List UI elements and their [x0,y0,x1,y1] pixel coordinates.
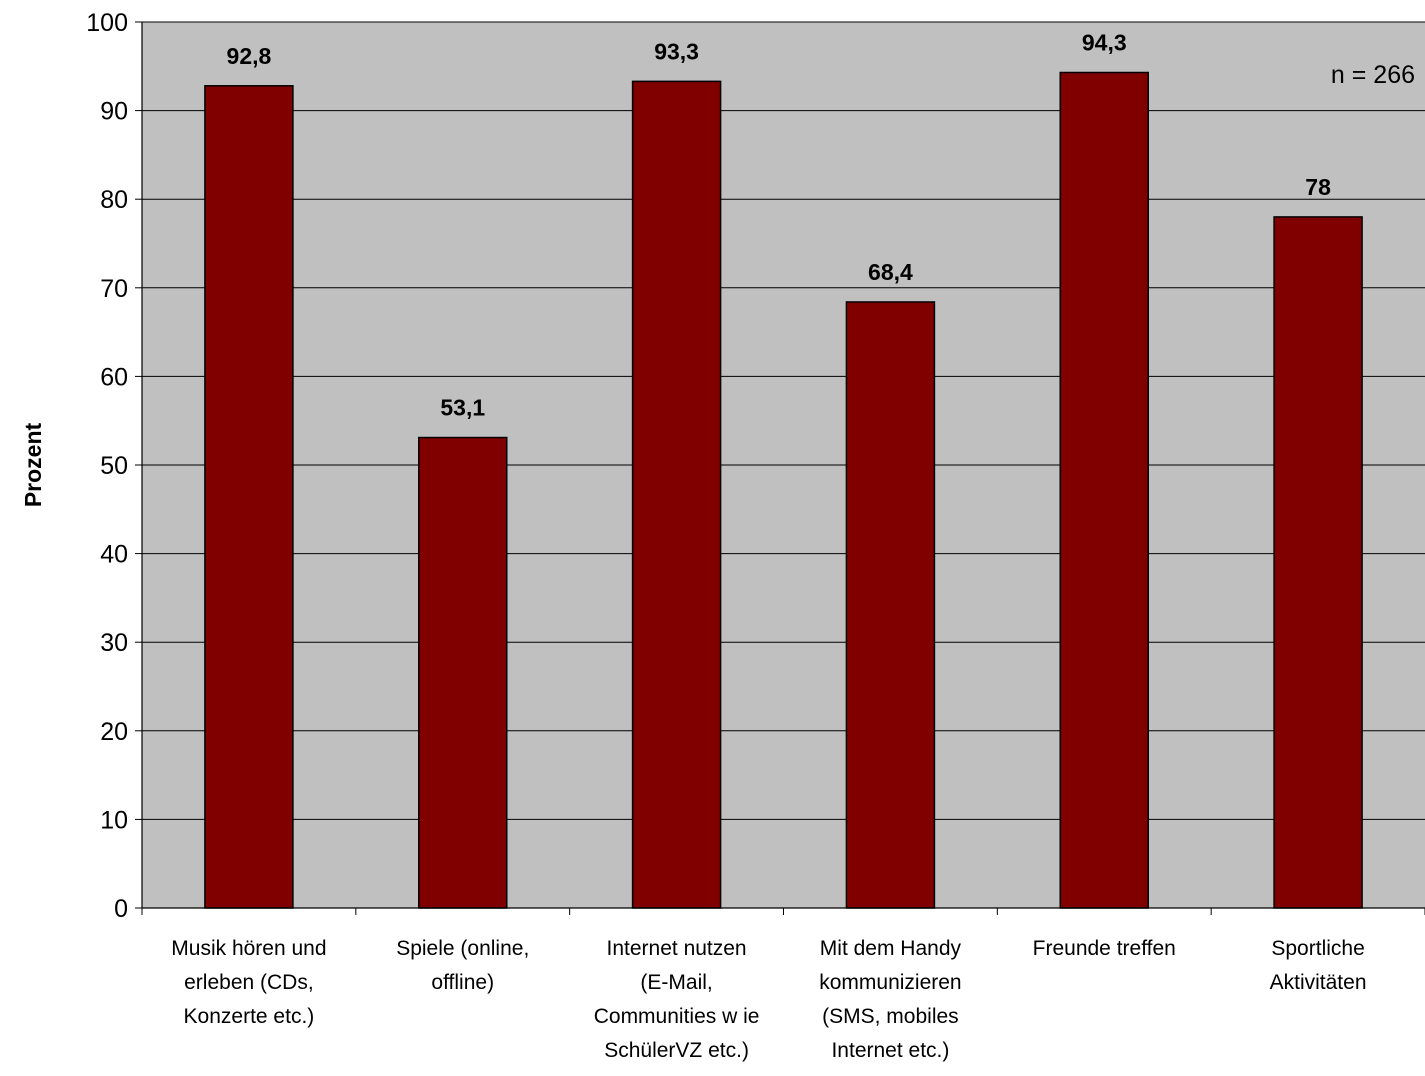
bar [845,301,936,909]
x-category-label: Internet nutzen (E-Mail, Communities w ie S… [594,937,760,1062]
data-label: 78 [1305,174,1331,200]
x-category-labels: Musik hören und erleben (CDs, Konzerte etc… [171,937,1366,1062]
sample-size-note: n = 266 [1331,61,1415,89]
y-tick-label: 80 [100,186,128,214]
x-category-label: Musik hören und erleben (CDs, Konzerte etc… [171,937,326,1028]
bar [1059,71,1149,909]
y-tick-label: 40 [100,541,128,569]
data-label: 93,3 [654,38,699,64]
bar [204,85,294,909]
bar [1273,216,1363,909]
data-label: 68,4 [868,259,913,285]
axes [135,21,1425,915]
y-axis-title: Prozent [20,422,46,507]
y-tick-label: 0 [114,895,128,923]
x-category-label: Spiele (online, offline) [396,937,529,994]
y-tick-label: 60 [100,363,128,391]
y-tick-label: 10 [100,806,128,834]
y-tick-labels: 0 10 20 30 40 50 60 70 80 90 100 [86,9,128,923]
bar [631,80,722,909]
y-tick-label: 100 [86,9,128,37]
x-category-label: Mit dem Handy kommunizieren (SMS, mobiles I… [819,937,961,1062]
data-label: 92,8 [227,43,272,69]
y-tick-label: 90 [100,98,128,126]
x-category-label: Sportliche Aktivitäten [1270,937,1367,994]
y-tick-label: 30 [100,629,128,657]
gridlines [142,21,1425,820]
y-tick-label: 50 [100,452,128,480]
bars [204,71,1363,909]
data-label: 94,3 [1082,30,1127,56]
data-labels: 92,8 53,1 93,3 68,4 94,3 78 [227,30,1332,421]
y-tick-label: 70 [100,275,128,303]
y-tick-label: 20 [100,718,128,746]
data-label: 53,1 [440,395,485,421]
bar [418,436,508,909]
x-category-label: Freunde treffen [1033,937,1176,960]
